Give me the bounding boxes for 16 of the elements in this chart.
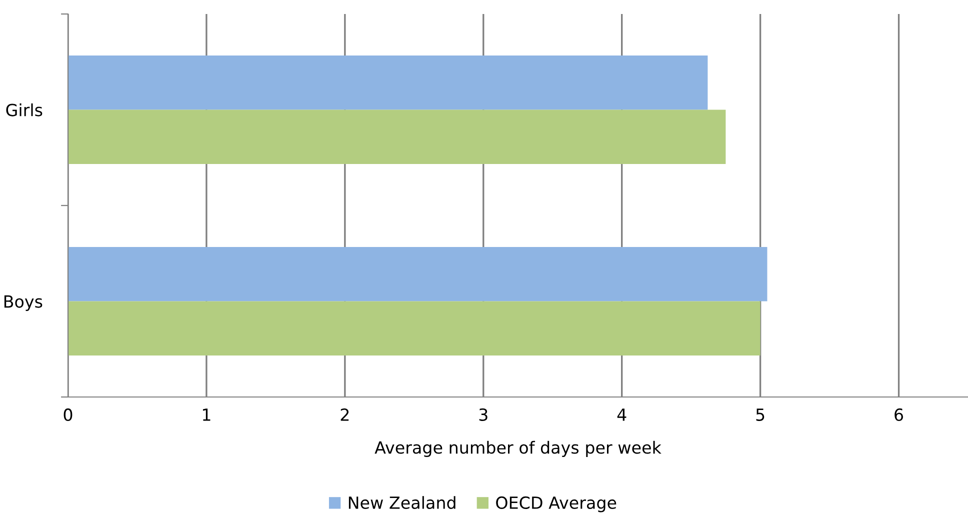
x-tick-label: 2 — [340, 408, 349, 421]
y-tick-label: Girls — [6, 103, 42, 116]
x-tick-label: 0 — [64, 408, 72, 422]
x-tick-label: 1 — [202, 408, 210, 421]
x-tick-label: 5 — [756, 408, 764, 422]
legend-label: OECD Average — [496, 496, 616, 512]
bar — [68, 301, 760, 356]
bar — [68, 247, 768, 302]
bar — [68, 110, 726, 164]
x-tick-label: 4 — [617, 408, 626, 421]
x-tick-label: 6 — [894, 408, 904, 422]
x-tick-label: 3 — [479, 408, 488, 422]
bar — [68, 56, 708, 110]
x-axis-title: Average number of days per week — [374, 440, 662, 458]
y-tick-label: Boys — [4, 295, 42, 312]
legend-label: New Zealand — [348, 496, 456, 509]
